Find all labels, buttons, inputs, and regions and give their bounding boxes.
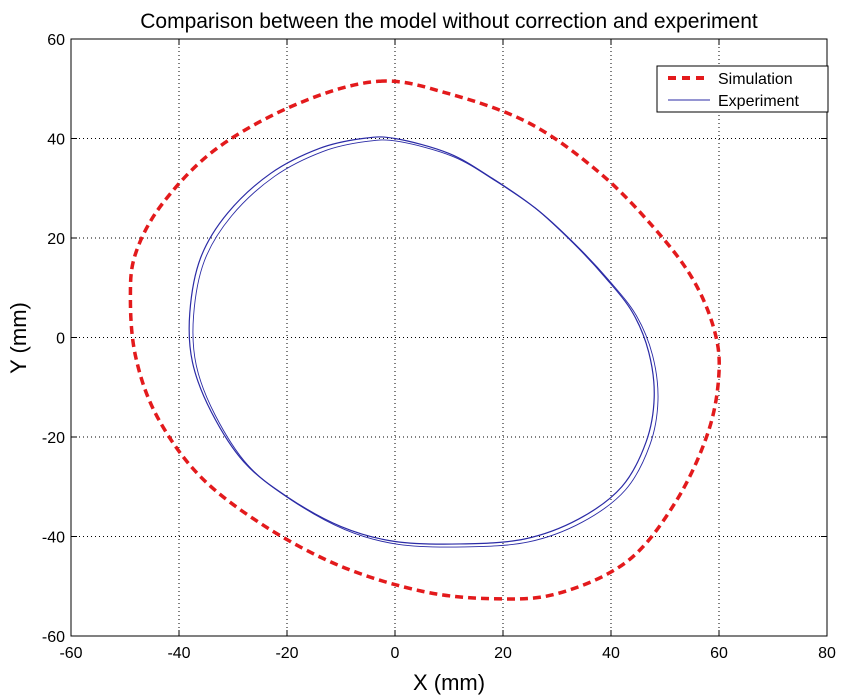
ticks: -60 -40 -20 0 20 40 60 80 -60 -40 -20 0 20 40 60 (42, 32, 836, 662)
x-tick-label: -40 (167, 645, 190, 662)
x-tick-label: 60 (710, 645, 728, 662)
x-tick-label: 40 (602, 645, 620, 662)
legend-simulation-label: Simulation (718, 71, 793, 88)
x-tick-label: -60 (59, 645, 82, 662)
series-simulation-line (128, 79, 721, 601)
y-tick-label: -60 (42, 629, 65, 646)
x-tick-label: 0 (391, 645, 400, 662)
y-tick-label: -20 (42, 430, 65, 447)
chart-title: Comparison between the model without cor… (140, 10, 758, 33)
x-tick-label: 80 (818, 645, 836, 662)
y-tick-label: 60 (47, 32, 65, 49)
y-tick-label: 20 (47, 231, 65, 248)
x-tick-label: 20 (494, 645, 512, 662)
x-axis-label: X (mm) (413, 670, 485, 695)
series-experiment-line (188, 136, 655, 545)
series-layer (128, 79, 721, 601)
series-experiment-line-trace (192, 139, 659, 548)
legend: Simulation Experiment (656, 65, 829, 113)
y-tick-label: 40 (47, 132, 65, 149)
y-axis-label: Y (mm) (6, 302, 31, 374)
y-tick-label: 0 (56, 331, 65, 348)
x-tick-label: -20 (275, 645, 298, 662)
legend-experiment-label: Experiment (718, 93, 799, 110)
y-tick-label: -40 (42, 530, 65, 547)
legend-box (656, 65, 829, 113)
